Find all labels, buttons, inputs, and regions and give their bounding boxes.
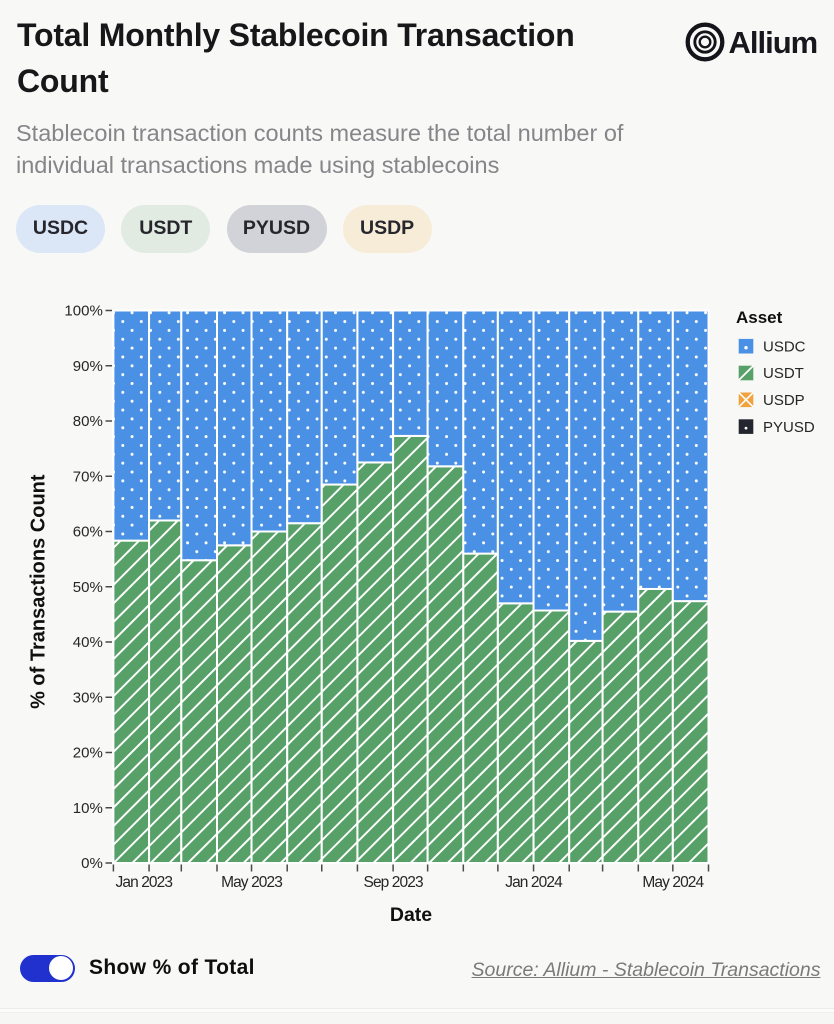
- svg-text:10%: 10%: [73, 800, 103, 817]
- svg-text:Jan 2024: Jan 2024: [505, 874, 563, 891]
- svg-text:May 2023: May 2023: [221, 874, 282, 891]
- svg-text:70%: 70%: [73, 468, 103, 485]
- svg-text:50%: 50%: [73, 579, 103, 596]
- svg-text:100%: 100%: [64, 303, 102, 320]
- svg-text:80%: 80%: [73, 413, 103, 430]
- svg-text:90%: 90%: [73, 358, 103, 375]
- svg-text:20%: 20%: [73, 745, 103, 762]
- svg-text:PYUSD: PYUSD: [763, 419, 815, 436]
- svg-text:Asset: Asset: [736, 308, 783, 327]
- svg-text:Date: Date: [390, 904, 432, 926]
- svg-text:USDT: USDT: [763, 365, 804, 382]
- svg-text:30%: 30%: [73, 689, 103, 706]
- svg-text:60%: 60%: [73, 524, 103, 541]
- svg-text:USDC: USDC: [763, 338, 806, 355]
- svg-text:May 2024: May 2024: [642, 874, 704, 891]
- svg-text:USDP: USDP: [763, 392, 805, 409]
- svg-text:Sep 2023: Sep 2023: [364, 874, 423, 891]
- svg-text:Jan 2023: Jan 2023: [116, 874, 173, 891]
- svg-text:0%: 0%: [81, 855, 103, 872]
- svg-text:40%: 40%: [73, 634, 103, 651]
- svg-text:% of Transactions Count: % of Transactions Count: [28, 474, 50, 709]
